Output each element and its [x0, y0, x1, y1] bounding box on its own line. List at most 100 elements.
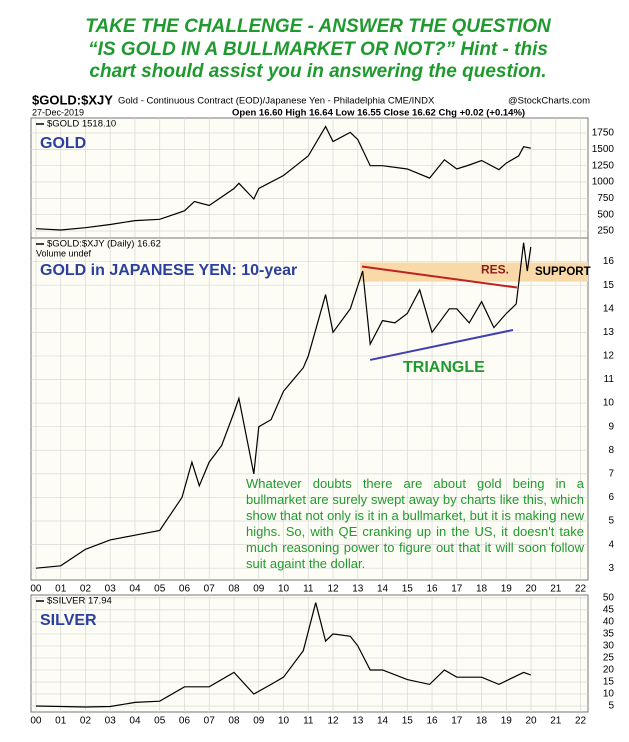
- y-tick-label: 16: [603, 256, 615, 267]
- y-tick-label: 15: [603, 280, 615, 291]
- symbol: $GOLD:$XJY: [32, 92, 113, 107]
- x-tick-label: 00: [30, 716, 42, 727]
- x-tick-label: 14: [377, 584, 389, 595]
- resistance-label: RES.: [481, 263, 509, 277]
- x-tick-label: 15: [402, 584, 414, 595]
- x-tick-label: 17: [451, 584, 463, 595]
- x-tick-label: 16: [426, 584, 438, 595]
- x-tick-label: 05: [154, 716, 166, 727]
- triangle-label: TRIANGLE: [403, 359, 485, 376]
- x-tick-label: 02: [80, 716, 92, 727]
- y-tick-label: 20: [603, 665, 615, 676]
- legend-label: $GOLD 1518.10: [47, 119, 116, 130]
- x-tick-label: 18: [476, 584, 488, 595]
- y-tick-label: 3: [608, 563, 614, 574]
- y-tick-label: 10: [603, 689, 615, 700]
- x-tick-label: 07: [204, 716, 216, 727]
- y-tick-label: 14: [603, 303, 615, 314]
- header-line: TAKE THE CHALLENGE - ANSWER THE QUESTION: [85, 16, 552, 37]
- header-line: chart should assist you in answering the…: [89, 61, 546, 82]
- y-tick-label: 9: [608, 421, 614, 432]
- x-tick-label: 15: [402, 716, 414, 727]
- x-tick-label: 09: [253, 584, 265, 595]
- x-tick-label: 13: [352, 584, 364, 595]
- y-tick-label: 7: [608, 469, 614, 480]
- volume-note: Volume undef: [36, 248, 92, 258]
- x-tick-label: 05: [154, 584, 166, 595]
- x-tick-label: 21: [550, 584, 562, 595]
- y-tick-label: 25: [603, 653, 615, 664]
- x-tick-label: 19: [501, 584, 513, 595]
- y-tick-label: 1000: [592, 177, 615, 188]
- x-tick-label: 17: [451, 716, 463, 727]
- y-tick-label: 6: [608, 492, 614, 503]
- x-tick-label: 11: [303, 584, 314, 595]
- support-band: [360, 262, 588, 282]
- y-tick-label: 750: [597, 193, 614, 204]
- panel: [30, 117, 589, 239]
- x-tick-label: 06: [179, 716, 191, 727]
- y-tick-label: 5: [608, 701, 614, 712]
- x-tick-label: 12: [327, 584, 339, 595]
- x-tick-label: 04: [129, 716, 141, 727]
- support-label: SUPPORT: [535, 266, 591, 278]
- commentary: Whatever doubts there are about gold bei…: [246, 476, 584, 571]
- x-tick-label: 12: [327, 716, 339, 727]
- y-tick-label: 40: [603, 617, 615, 628]
- series-line: [35, 125, 531, 231]
- y-tick-label: 5: [608, 516, 614, 527]
- y-tick-label: 11: [604, 374, 615, 385]
- x-tick-label: 00: [30, 584, 42, 595]
- source: @StockCharts.com: [508, 96, 590, 107]
- y-tick-label: 10: [603, 398, 615, 409]
- series-line: [35, 242, 532, 569]
- y-tick-label: 45: [603, 605, 615, 616]
- series-line: [35, 602, 531, 708]
- panel-label: GOLD in JAPANESE YEN: 10-year: [40, 262, 297, 279]
- date: 27-Dec-2019: [32, 107, 84, 117]
- x-tick-label: 19: [501, 716, 513, 727]
- x-tick-label: 11: [303, 716, 314, 727]
- y-tick-label: 4: [608, 539, 614, 550]
- y-tick-label: 30: [603, 641, 615, 652]
- y-tick-label: 13: [603, 327, 615, 338]
- legend-label: $GOLD:$XJY (Daily) 16.62: [47, 239, 161, 250]
- y-tick-label: 8: [608, 445, 614, 456]
- x-tick-label: 10: [278, 716, 290, 727]
- x-tick-label: 01: [55, 584, 67, 595]
- x-tick-label: 22: [575, 716, 587, 727]
- y-tick-label: 500: [597, 209, 614, 220]
- x-tick-label: 08: [228, 584, 240, 595]
- x-tick-label: 02: [80, 584, 92, 595]
- y-tick-label: 50: [603, 593, 615, 604]
- y-tick-label: 250: [597, 226, 614, 237]
- x-tick-label: 22: [575, 584, 587, 595]
- legend-label: $SILVER 17.94: [47, 596, 112, 607]
- panel: [30, 237, 589, 581]
- x-tick-label: 13: [352, 716, 364, 727]
- resistance-line: [361, 265, 518, 289]
- x-tick-label: 09: [253, 716, 265, 727]
- x-tick-label: 14: [377, 716, 389, 727]
- y-tick-label: 1500: [592, 144, 615, 155]
- y-tick-label: 12: [603, 351, 615, 362]
- y-tick-label: 15: [603, 677, 615, 688]
- y-tick-label: 1250: [592, 160, 615, 171]
- x-tick-label: 08: [228, 716, 240, 727]
- x-tick-label: 03: [105, 716, 117, 727]
- x-tick-label: 21: [550, 716, 562, 727]
- panel-label: GOLD: [40, 135, 86, 152]
- panel: [30, 594, 589, 713]
- x-tick-label: 18: [476, 716, 488, 727]
- y-tick-label: 1750: [592, 128, 615, 139]
- panel-label: SILVER: [40, 612, 97, 629]
- x-tick-label: 04: [129, 584, 141, 595]
- header-line: “IS GOLD IN A BULLMARKET OR NOT?” Hint -…: [88, 39, 548, 60]
- x-tick-label: 01: [55, 716, 67, 727]
- y-tick-label: 35: [603, 629, 615, 640]
- triangle-line: [369, 329, 514, 361]
- x-tick-label: 06: [179, 584, 191, 595]
- x-tick-label: 03: [105, 584, 117, 595]
